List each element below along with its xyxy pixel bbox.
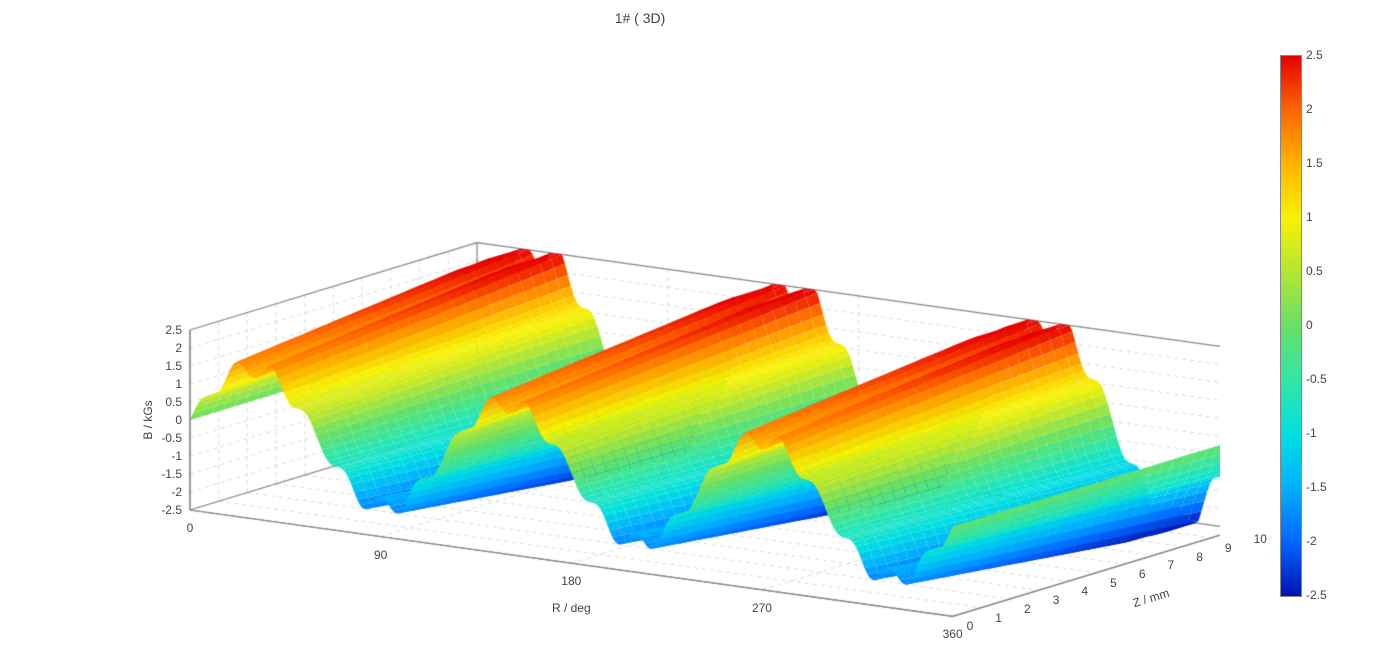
- tick-label: -2.5: [161, 503, 182, 517]
- tick-label: 180: [561, 574, 581, 588]
- tick-label: -1: [171, 449, 182, 463]
- colorbar-tick: 2: [1306, 102, 1346, 116]
- colorbar-tick: 2.5: [1306, 48, 1346, 62]
- tick-label: 270: [752, 601, 772, 615]
- tick-label: -0.5: [161, 431, 182, 445]
- tick-label: 0: [187, 521, 194, 535]
- chart-title: 1# ( 3D): [615, 10, 666, 26]
- tick-label: 6: [1139, 567, 1146, 581]
- tick-label: 8: [1196, 550, 1203, 564]
- colorbar-tick: 0.5: [1306, 264, 1346, 278]
- colorbar-tick: -0.5: [1306, 372, 1346, 386]
- tick-label: 0: [175, 413, 182, 427]
- tick-label: 2: [1024, 602, 1031, 616]
- colorbar-tick: -2: [1306, 534, 1346, 548]
- tick-label: 1.5: [165, 359, 182, 373]
- tick-label: -2: [171, 485, 182, 499]
- tick-label: 360: [943, 627, 963, 641]
- tick-label: 90: [374, 548, 387, 562]
- tick-label: 2: [175, 341, 182, 355]
- axis-label: R / deg: [552, 601, 591, 615]
- tick-label: 1: [995, 611, 1002, 625]
- tick-label: 2.5: [165, 323, 182, 337]
- colorbar-tick: 0: [1306, 318, 1346, 332]
- axis-label-z: B / kGs: [141, 400, 155, 439]
- tick-label: 10: [1254, 532, 1267, 546]
- tick-label: 0.5: [165, 395, 182, 409]
- tick-label: -1.5: [161, 467, 182, 481]
- colorbar-tick: -1: [1306, 426, 1346, 440]
- colorbar-gradient: [1280, 55, 1302, 597]
- tick-label: 5: [1110, 576, 1117, 590]
- tick-label: 9: [1225, 541, 1232, 555]
- surface-canvas: [40, 40, 1220, 630]
- tick-label: 0: [967, 619, 974, 633]
- colorbar-tick: 1: [1306, 210, 1346, 224]
- colorbar-tick: -1.5: [1306, 480, 1346, 494]
- tick-label: 3: [1053, 593, 1060, 607]
- tick-label: 7: [1168, 558, 1175, 572]
- tick-label: 1: [175, 377, 182, 391]
- surface-plot-3d: 090180270360R / deg012345678910Z / mm-2.…: [40, 40, 1220, 630]
- colorbar-tick: 1.5: [1306, 156, 1346, 170]
- colorbar: -2.5-2-1.5-1-0.500.511.522.5: [1280, 55, 1360, 595]
- colorbar-tick: -2.5: [1306, 588, 1346, 602]
- tick-label: 4: [1081, 584, 1088, 598]
